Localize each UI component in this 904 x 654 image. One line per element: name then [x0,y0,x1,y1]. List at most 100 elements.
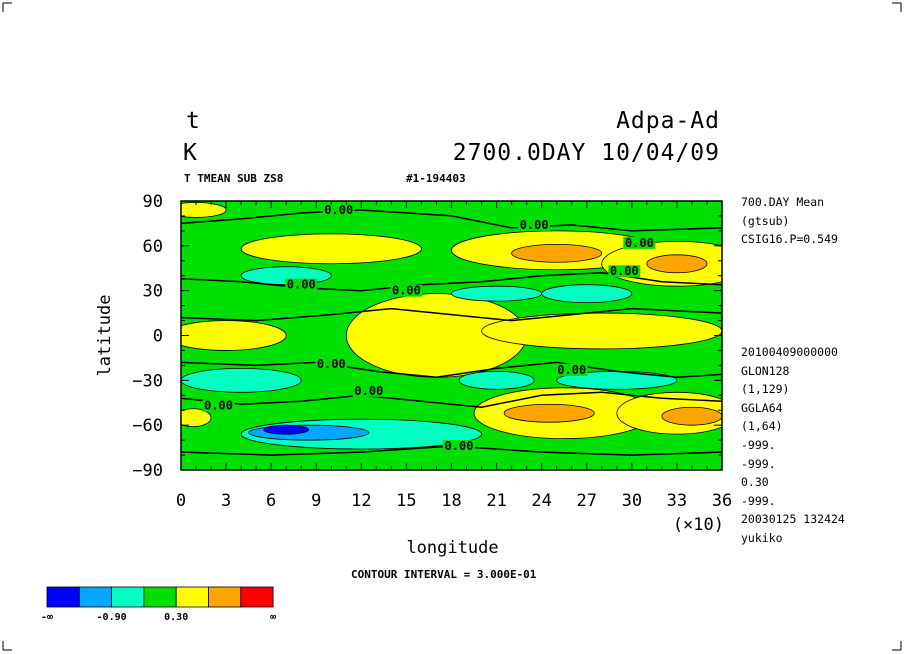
side-info-line: (1,64) [741,419,783,434]
x-tick-label: 30 [622,491,642,511]
colorbar-swatch [111,586,145,608]
side-info-line: 20100409000000 [741,345,838,359]
contour-region [240,233,422,265]
colorbar-swatch [46,586,80,608]
contour-line [181,391,722,408]
contour-line [181,307,722,322]
contour-label-bg [443,440,476,453]
x-tick-label: 33 [667,491,687,511]
contour-label-bg [315,357,348,370]
contour-region [181,320,287,351]
y-tick-label: −30 [132,371,163,391]
colorbar-swatch [240,586,274,608]
colorbar-swatch [143,586,177,608]
x-tick-label: 12 [351,491,371,511]
contour-label-bg [390,284,423,297]
contour-line [181,361,722,379]
side-info-line: GLON128 [741,363,790,378]
y-tick-label: 0 [153,327,163,347]
side-info-bottom: 20100409000000 GLON128 (1,129) GGLA64 (1… [741,343,845,548]
colorbar-swatch [208,586,242,608]
contour-label-bg [352,384,385,397]
y-axis-label: latitude [95,295,115,377]
data-description: T TMEAN SUB ZS8 [184,172,284,185]
x-tick-label: 9 [311,491,321,511]
contour-region [511,243,603,263]
experiment-name: Adpa-Ad [616,108,720,134]
contour-label: 0.00 [204,399,233,413]
contour-region [181,367,302,393]
contour-labels: 0.00 0.00 0.00 0.00 0.00 0.00 0.00 0.00 0.00 0.00… [202,203,656,453]
colorbar-label: -∞ [41,612,53,623]
y-tick-label: −60 [132,416,163,436]
side-info-line: (gtsub) [741,213,790,228]
x-tick-label: 18 [441,491,461,511]
x-tick-label: 36 [712,491,732,511]
colorbar-label: -0.90 [97,612,127,623]
contour-label: 0.00 [610,264,639,278]
contour-label: 0.00 [557,363,586,377]
side-info-line: CSIG16.P=0.549 [741,232,838,247]
contour-label: 0.00 [520,218,549,232]
contour-label: 0.00 [324,203,353,217]
x-tick-label: 24 [531,491,551,511]
x-tick-label: 6 [266,491,276,511]
contour-label: 0.00 [287,278,316,292]
contour-label-bg [623,236,656,249]
contour-region [646,254,708,274]
side-info-line: 700.DAY Mean [741,195,825,209]
data-range: #1-194403 [406,172,466,185]
y-tick-label: 90 [143,192,163,212]
x-axis-label: longitude [406,538,498,558]
contour-label-bg [202,399,235,412]
contour-label-bg [518,218,551,231]
axes: 0 3 6 9 12 15 18 21 24 27 30 33 369060300−30−60−90(×… [95,192,732,558]
colorbar-label: ∞ [270,612,276,623]
side-info-line: -999. [741,493,776,508]
contour-label-bg [555,363,588,376]
colorbar-swatch [78,586,113,608]
colorbar-label: 0.30 [164,612,188,623]
contour-region [181,408,212,428]
contour-region [451,285,543,302]
x-tick-label: 27 [577,491,597,511]
y-tick-label: −90 [132,461,163,481]
x-tick-label: 0 [176,491,186,511]
contour-label-bg [608,265,641,278]
x-tick-label: 15 [396,491,416,511]
time-label: 2700.0DAY 10/04/09 [452,140,720,166]
side-info-line: GGLA64 [741,400,783,415]
contour-label: 0.00 [392,284,421,298]
contour-label: 0.00 [354,384,383,398]
x-tick-label: 3 [221,491,231,511]
side-info-line: yukiko [741,530,783,545]
x-multiplier: (×10) [673,515,724,535]
contour-region [458,370,535,390]
contour-region [661,406,722,426]
variable-name: t [186,108,201,134]
side-info-top: 700.DAY Mean (gtsub) CSIG16.P=0.549 [741,193,838,249]
contour-label-bg [322,203,355,216]
contour-lines [181,209,722,456]
contour-region [503,403,595,423]
contour-label: 0.00 [445,439,474,453]
contour-region [481,312,722,350]
x-tick-label: 21 [486,491,506,511]
side-info-line: -999. [741,437,776,452]
side-info-line: 20030125 132424 [741,512,845,527]
variable-unit: K [183,140,198,166]
contour-label-bg [285,278,318,291]
contour-regions [181,202,722,450]
contour-interval: CONTOUR INTERVAL = 3.000E-01 [351,568,537,581]
side-info-line: (1,129) [741,382,790,397]
side-info-line: 0.30 [741,475,769,490]
y-tick-label: 60 [143,237,163,257]
contour-region [541,284,633,304]
colorbar-swatch [175,586,209,608]
contour-region [263,424,310,435]
contour-label: 0.00 [625,236,654,250]
contour-line [181,209,722,232]
colorbar: -∞ -0.90 0.30 ∞ [41,586,276,623]
